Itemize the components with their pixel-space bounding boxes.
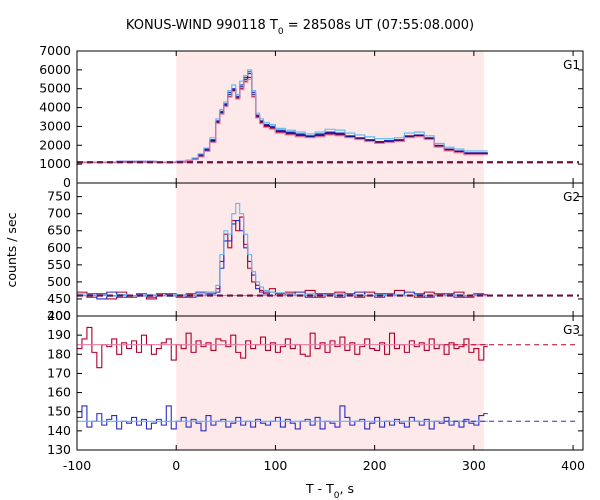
ytick-label-G3-3: 160 <box>47 385 71 400</box>
ytick-label-G1-6: 6000 <box>39 62 71 77</box>
ytick-label-G2-7: 750 <box>47 189 71 204</box>
ytick-label-G2-2: 500 <box>47 274 71 289</box>
ytick-label-G1-3: 3000 <box>39 118 71 133</box>
ytick-label-G3-4: 170 <box>47 365 71 380</box>
ytick-label-G1-4: 4000 <box>39 100 71 115</box>
ytick-label-G2-0: 400 <box>47 308 71 323</box>
xtick-label-0: -100 <box>63 458 91 473</box>
series-G1-pink <box>77 78 488 163</box>
ytick-label-G2-3: 550 <box>47 257 71 272</box>
xtick-label-4: 300 <box>462 458 486 473</box>
ytick-label-G3-5: 180 <box>47 346 71 361</box>
ytick-label-G1-5: 5000 <box>39 81 71 96</box>
ytick-label-G3-6: 190 <box>47 327 71 342</box>
ytick-label-G3-0: 130 <box>47 442 71 457</box>
panel-frame-G3 <box>76 315 584 451</box>
ytick-label-G1-0: 0 <box>63 175 71 190</box>
xtick-label-1: 0 <box>172 458 180 473</box>
ytick-label-G1-1: 1000 <box>39 156 71 171</box>
chart-title: KONUS-WIND 990118 T0 = 28508s UT (07:55:… <box>126 18 474 37</box>
ytick-label-G1-2: 2000 <box>39 137 71 152</box>
ytick-label-G1-7: 7000 <box>39 43 71 58</box>
ytick-label-G2-6: 700 <box>47 206 71 221</box>
panel-label-G2: G2 <box>563 190 580 204</box>
x-axis-label: T - T0, s <box>305 481 354 500</box>
xtick-label-5: 400 <box>561 458 585 473</box>
ytick-label-G3-7: 200 <box>47 308 71 323</box>
series-G1-cyan <box>77 69 488 163</box>
panel-label-G3: G3 <box>563 323 580 337</box>
shaded-interval <box>176 51 484 450</box>
ytick-label-G2-1: 450 <box>47 291 71 306</box>
ytick-label-G3-2: 150 <box>47 404 71 419</box>
ytick-label-G2-4: 600 <box>47 240 71 255</box>
xtick-label-3: 200 <box>363 458 387 473</box>
y-axis-label: counts / sec <box>4 212 19 287</box>
ytick-label-G3-1: 140 <box>47 423 71 438</box>
panel-label-G1: G1 <box>563 58 580 72</box>
xtick-label-2: 100 <box>264 458 288 473</box>
ytick-label-G2-5: 650 <box>47 223 71 238</box>
series-G3-blue <box>77 405 488 432</box>
